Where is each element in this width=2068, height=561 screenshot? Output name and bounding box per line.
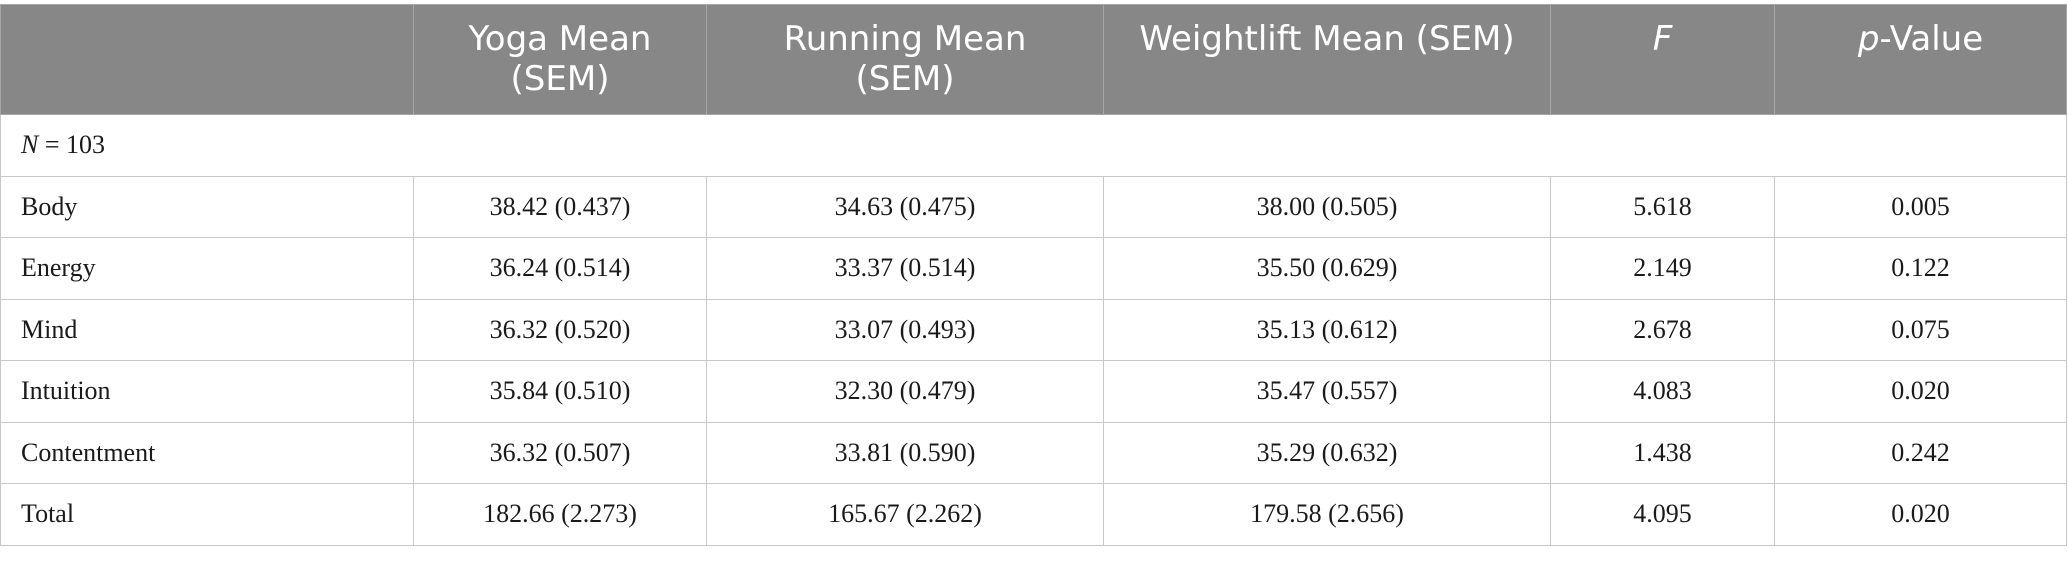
- table-row: Body 38.42 (0.437) 34.63 (0.475) 38.00 (…: [0, 175, 2067, 238]
- results-table-container: Yoga Mean (SEM) Running Mean (SEM) Weigh…: [0, 4, 2067, 546]
- f-value-cell: 2.678: [1550, 298, 1775, 361]
- running-mean-cell: 33.37 (0.514): [706, 237, 1104, 300]
- header-weightlift-line1: Weightlift Mean (SEM): [1139, 19, 1515, 59]
- row-label: Body: [0, 175, 414, 238]
- yoga-mean-cell: 36.32 (0.520): [413, 298, 707, 361]
- header-cell-weightlift: Weightlift Mean (SEM): [1103, 4, 1551, 115]
- header-running-line1: Running Mean: [783, 19, 1027, 59]
- f-value-cell: 4.095: [1550, 483, 1775, 546]
- header-cell-empty: [0, 4, 414, 115]
- header-cell-f: F: [1550, 4, 1775, 115]
- row-label: Mind: [0, 298, 414, 361]
- running-mean-cell: 165.67 (2.262): [706, 483, 1104, 546]
- table-row: Intuition 35.84 (0.510) 32.30 (0.479) 35…: [0, 360, 2067, 423]
- row-label: Total: [0, 483, 414, 546]
- weightlift-mean-cell: 179.58 (2.656): [1103, 483, 1551, 546]
- f-value-cell: 5.618: [1550, 175, 1775, 238]
- f-value-cell: 4.083: [1550, 360, 1775, 423]
- table-row: Contentment 36.32 (0.507) 33.81 (0.590) …: [0, 421, 2067, 484]
- f-value-cell: 1.438: [1550, 421, 1775, 484]
- yoga-mean-cell: 35.84 (0.510): [413, 360, 707, 423]
- header-p-symbol: p: [1857, 19, 1880, 59]
- running-mean-cell: 33.07 (0.493): [706, 298, 1104, 361]
- sample-size-value: = 103: [38, 130, 106, 160]
- p-value-cell: 0.005: [1774, 175, 2067, 238]
- p-value-cell: 0.242: [1774, 421, 2067, 484]
- sample-size-symbol: N: [21, 130, 39, 160]
- p-value-cell: 0.020: [1774, 483, 2067, 546]
- row-label: Energy: [0, 237, 414, 300]
- running-mean-cell: 32.30 (0.479): [706, 360, 1104, 423]
- header-yoga-line2: (SEM): [510, 59, 610, 99]
- header-cell-p-value: p-Value: [1774, 4, 2067, 115]
- weightlift-mean-cell: 38.00 (0.505): [1103, 175, 1551, 238]
- header-cell-yoga: Yoga Mean (SEM): [413, 4, 707, 115]
- table-body: N = 103 Body 38.42 (0.437) 34.63 (0.475)…: [0, 114, 2067, 546]
- f-value-cell: 2.149: [1550, 237, 1775, 300]
- header-row: Yoga Mean (SEM) Running Mean (SEM) Weigh…: [0, 4, 2067, 115]
- table-header: Yoga Mean (SEM) Running Mean (SEM) Weigh…: [0, 4, 2067, 115]
- yoga-mean-cell: 38.42 (0.437): [413, 175, 707, 238]
- header-yoga-line1: Yoga Mean: [468, 19, 652, 59]
- p-value-cell: 0.020: [1774, 360, 2067, 423]
- weightlift-mean-cell: 35.50 (0.629): [1103, 237, 1551, 300]
- p-value-cell: 0.122: [1774, 237, 2067, 300]
- sample-size-row: N = 103: [0, 114, 2067, 177]
- p-value-cell: 0.075: [1774, 298, 2067, 361]
- yoga-mean-cell: 36.32 (0.507): [413, 421, 707, 484]
- header-p-rest: -Value: [1879, 19, 1984, 59]
- row-label: Contentment: [0, 421, 414, 484]
- anova-results-table: Yoga Mean (SEM) Running Mean (SEM) Weigh…: [0, 4, 2067, 546]
- row-label: Intuition: [0, 360, 414, 423]
- header-running-line2: (SEM): [855, 59, 955, 99]
- yoga-mean-cell: 182.66 (2.273): [413, 483, 707, 546]
- running-mean-cell: 33.81 (0.590): [706, 421, 1104, 484]
- running-mean-cell: 34.63 (0.475): [706, 175, 1104, 238]
- weightlift-mean-cell: 35.47 (0.557): [1103, 360, 1551, 423]
- table-row: Mind 36.32 (0.520) 33.07 (0.493) 35.13 (…: [0, 298, 2067, 361]
- table-row: Energy 36.24 (0.514) 33.37 (0.514) 35.50…: [0, 237, 2067, 300]
- yoga-mean-cell: 36.24 (0.514): [413, 237, 707, 300]
- weightlift-mean-cell: 35.29 (0.632): [1103, 421, 1551, 484]
- sample-size-cell: N = 103: [0, 114, 2067, 177]
- header-cell-running: Running Mean (SEM): [706, 4, 1104, 115]
- table-row: Total 182.66 (2.273) 165.67 (2.262) 179.…: [0, 483, 2067, 546]
- header-f-symbol: F: [1652, 19, 1673, 59]
- weightlift-mean-cell: 35.13 (0.612): [1103, 298, 1551, 361]
